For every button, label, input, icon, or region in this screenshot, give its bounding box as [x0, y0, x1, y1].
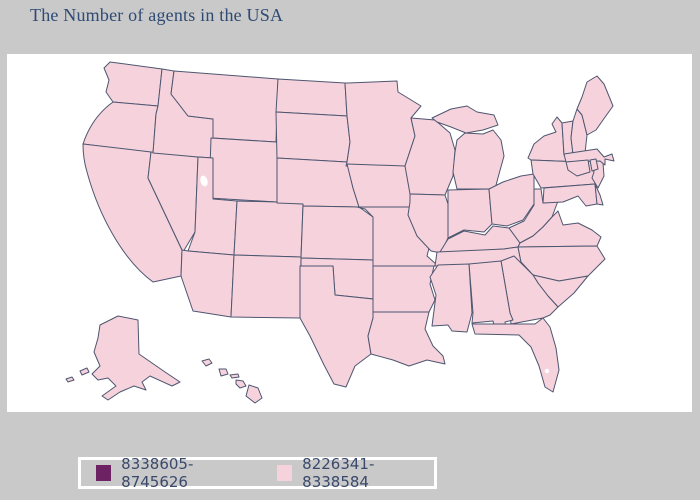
state-maryland[interactable]	[542, 183, 598, 207]
state-alaska[interactable]	[65, 315, 181, 401]
state-kansas[interactable]	[300, 205, 374, 261]
legend-swatch-high	[96, 465, 112, 481]
state-south-dakota[interactable]	[275, 111, 351, 163]
state-indiana[interactable]	[447, 188, 493, 239]
state-mississippi[interactable]	[429, 263, 473, 333]
legend-label-high: 8338605-8745626	[121, 455, 194, 491]
page-title: The Number of agents in the USA	[30, 5, 284, 25]
lake-okeechobee-dot	[544, 368, 550, 374]
great-salt-lake-dot	[200, 175, 208, 187]
state-connecticut[interactable]	[565, 159, 591, 177]
usa-map-panel	[7, 54, 692, 412]
state-colorado[interactable]	[233, 200, 304, 258]
state-michigan[interactable]	[431, 105, 505, 190]
state-florida[interactable]	[471, 317, 560, 393]
lakes-group	[200, 175, 550, 374]
state-virginia[interactable]	[517, 210, 602, 248]
state-washington[interactable]	[103, 61, 163, 107]
legend-label-low: 8226341-8338584	[302, 455, 375, 491]
state-rhode-island[interactable]	[589, 158, 599, 172]
legend-item-low[interactable]: 8226341-8338584	[277, 455, 434, 491]
state-california[interactable]	[82, 143, 183, 283]
state-wyoming[interactable]	[208, 137, 280, 203]
legend: 8338605-8745626 8226341-8338584	[78, 455, 437, 491]
state-delaware[interactable]	[594, 183, 604, 206]
legend-swatch-low	[277, 465, 293, 481]
usa-choropleth-svg	[65, 61, 615, 404]
state-wisconsin[interactable]	[404, 117, 456, 196]
state-north-dakota[interactable]	[275, 78, 348, 117]
state-louisiana[interactable]	[367, 311, 446, 367]
legend-item-high[interactable]: 8338605-8745626	[96, 455, 253, 491]
states-group	[65, 61, 615, 404]
state-arizona[interactable]	[180, 249, 235, 318]
state-illinois[interactable]	[407, 193, 449, 254]
state-arkansas[interactable]	[372, 265, 436, 313]
state-texas[interactable]	[299, 265, 374, 388]
state-maine[interactable]	[576, 75, 614, 136]
state-hawaii[interactable]	[201, 358, 263, 404]
state-new-mexico[interactable]	[230, 254, 302, 319]
